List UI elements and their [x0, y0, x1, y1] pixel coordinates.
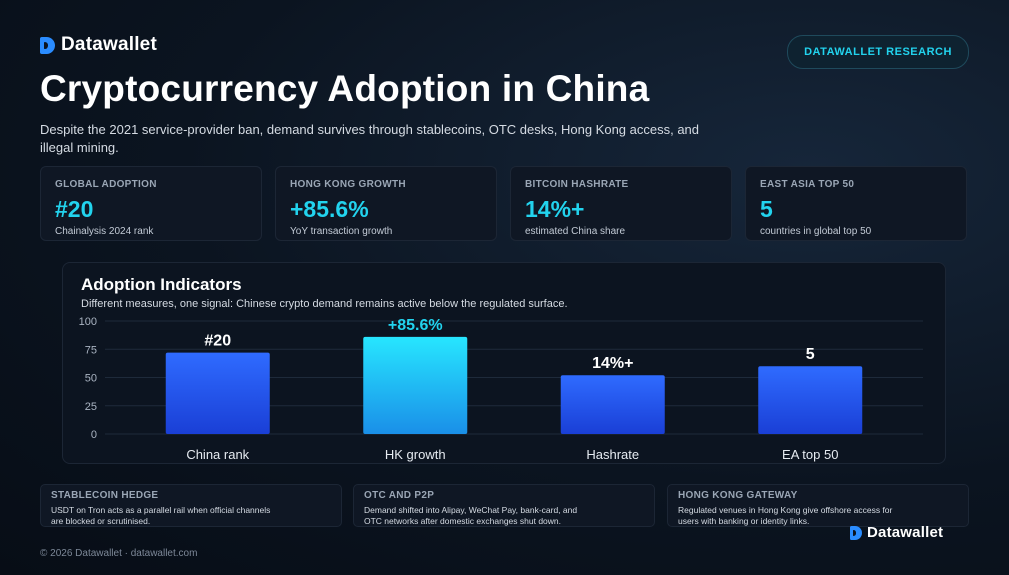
bar-china-rank — [165, 352, 270, 434]
stat-note: Chainalysis 2024 rank — [55, 226, 154, 237]
stat-card-bitcoin-hashrate: BITCOIN HASHRATE 14%+ estimated China sh… — [510, 166, 732, 241]
stat-value: 14%+ — [525, 196, 585, 222]
info-card-stablecoin-hedge: STABLECOIN HEDGE USDT on Tron acts as a … — [40, 484, 342, 527]
y-tick-label: 25 — [85, 401, 97, 413]
bar-ea-top-50 — [758, 366, 863, 434]
info-card-hong-kong-gateway: HONG KONG GATEWAY Regulated venues in Ho… — [667, 484, 969, 527]
info-card-otc-p2p: OTC AND P2P Demand shifted into Alipay, … — [353, 484, 655, 527]
brand-name: Datawallet — [61, 34, 157, 55]
stat-value: #20 — [55, 196, 94, 222]
bar-data-label: #20 — [204, 333, 231, 350]
stat-label: BITCOIN HASHRATE — [525, 179, 629, 190]
stat-label: EAST ASIA TOP 50 — [760, 179, 855, 190]
datawallet-logo-icon — [850, 525, 862, 540]
y-tick-label: 100 — [79, 316, 97, 328]
info-body: Demand shifted into Alipay, WeChat Pay, … — [364, 505, 578, 526]
bar-hk-growth — [363, 336, 468, 434]
stat-note: countries in global top 50 — [760, 226, 872, 237]
stat-note: estimated China share — [525, 226, 626, 237]
bar-data-label: 14%+ — [592, 355, 633, 372]
stat-card-hong-kong-growth: HONG KONG GROWTH +85.6% YoY transaction … — [275, 166, 497, 241]
page-title: Cryptocurrency Adoption in China — [40, 68, 650, 109]
info-body: Regulated venues in Hong Kong give offsh… — [678, 505, 893, 526]
x-category-label: HK growth — [385, 447, 446, 462]
chart-subtitle: Different measures, one signal: Chinese … — [81, 298, 568, 310]
stat-note: YoY transaction growth — [290, 226, 393, 237]
page-subtitle: Despite the 2021 service-provider ban, d… — [40, 122, 700, 155]
stat-label: GLOBAL ADOPTION — [55, 179, 157, 190]
brand-logo[interactable]: Datawallet — [40, 34, 157, 56]
chart-panel: Adoption Indicators Different measures, … — [62, 262, 946, 464]
x-category-label: Hashrate — [586, 447, 639, 462]
stat-card-global-adoption: GLOBAL ADOPTION #20 Chainalysis 2024 ran… — [40, 166, 262, 241]
x-category-label: EA top 50 — [782, 447, 838, 462]
chart-title: Adoption Indicators — [81, 275, 242, 294]
bar-hashrate — [560, 375, 665, 434]
x-category-label: China rank — [186, 447, 249, 462]
stat-card-east-asia-top50: EAST ASIA TOP 50 5 countries in global t… — [745, 166, 967, 241]
research-badge[interactable]: DATAWALLET RESEARCH — [787, 35, 969, 69]
bar-data-label: 5 — [806, 346, 815, 363]
bar-data-label: +85.6% — [388, 317, 443, 334]
info-title: HONG KONG GATEWAY — [678, 490, 798, 501]
datawallet-logo-icon — [40, 36, 55, 54]
y-tick-label: 50 — [85, 373, 97, 385]
footer-copyright: © 2026 Datawallet · datawallet.com — [40, 548, 198, 559]
info-body: USDT on Tron acts as a parallel rail whe… — [51, 505, 271, 526]
y-tick-label: 0 — [91, 429, 97, 441]
stat-label: HONG KONG GROWTH — [290, 179, 406, 190]
bar-chart: 0 25 50 75 100 #20 China rank +85.6% HK growth 1… — [79, 316, 923, 462]
y-tick-label: 75 — [85, 344, 97, 356]
info-title: STABLECOIN HEDGE — [51, 490, 159, 501]
info-title: OTC AND P2P — [364, 490, 435, 501]
stat-value: 5 — [760, 196, 773, 222]
stat-value: +85.6% — [290, 196, 369, 222]
footer-brand-name: Datawallet — [867, 524, 944, 541]
footer-brand-logo[interactable]: Datawallet — [850, 524, 943, 541]
